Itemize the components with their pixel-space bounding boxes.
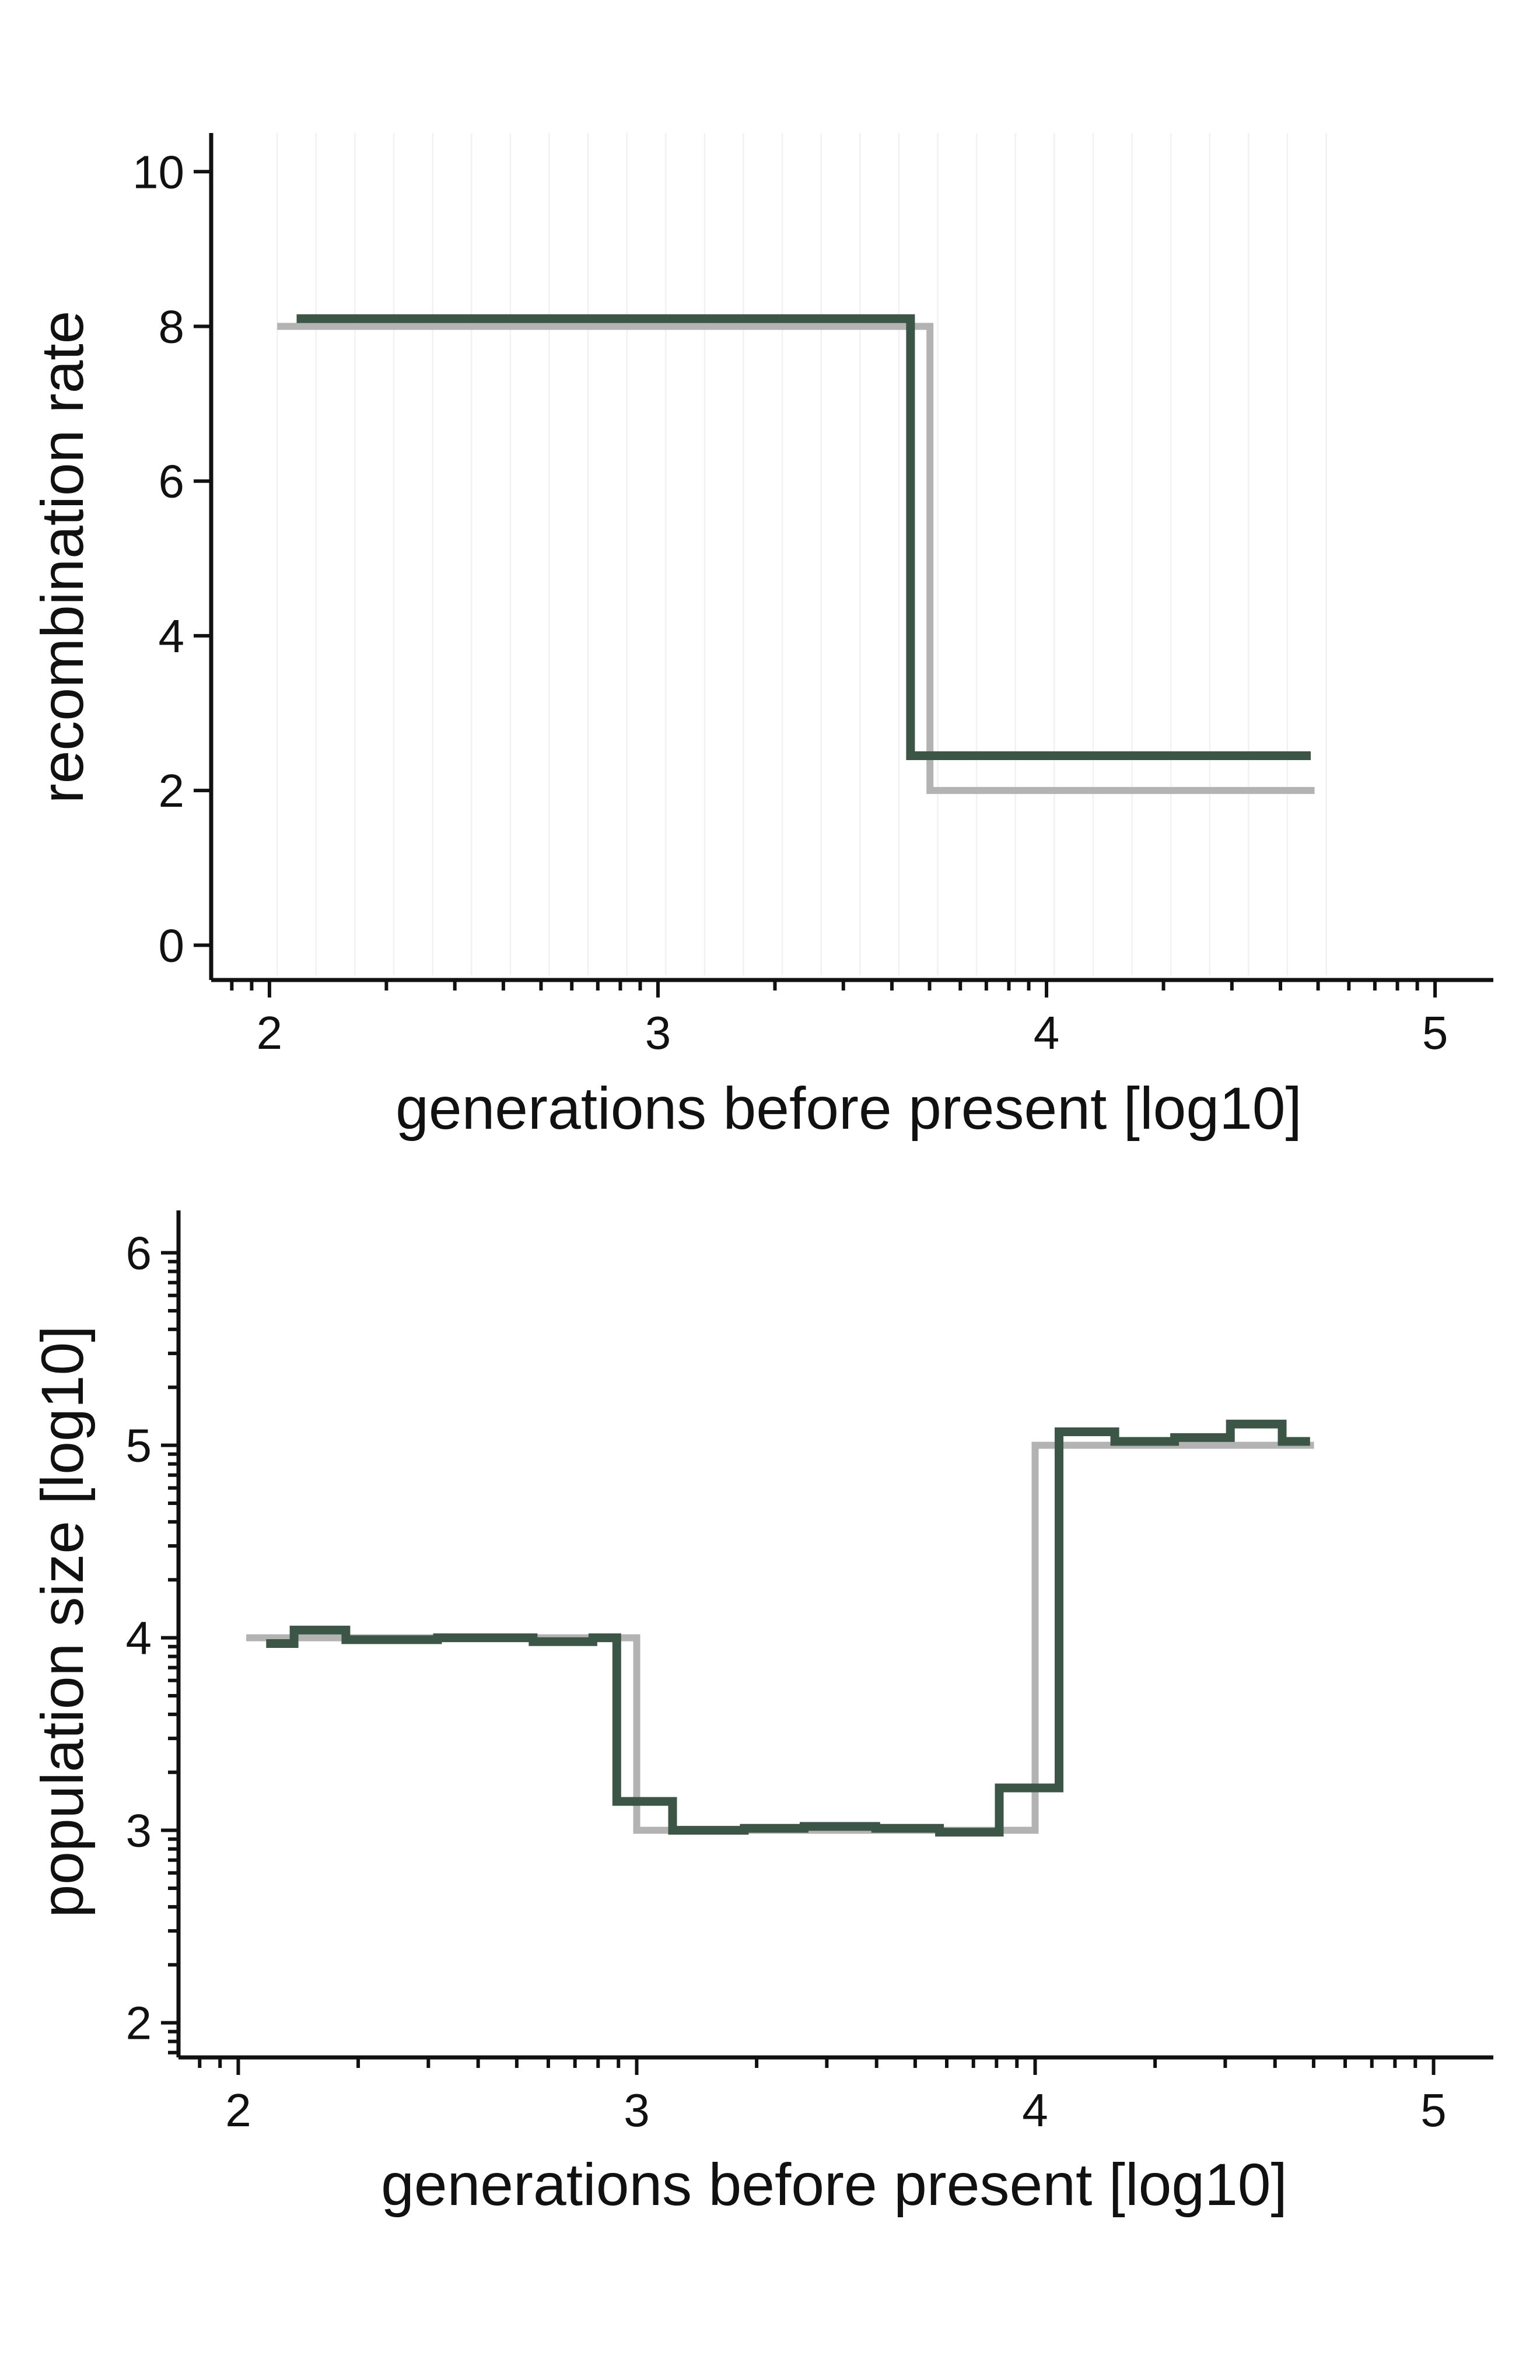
grid-lines bbox=[276, 133, 1327, 975]
population-size-chart: 2 3 4 5 2 3 4 5 6 generations before present [lo… bbox=[29, 1210, 1493, 2218]
x-axis-title: generations before present [log10] bbox=[381, 2151, 1287, 2218]
series-layer bbox=[277, 314, 1315, 794]
axes: 2 3 4 5 0 2 4 6 8 10 bbox=[132, 133, 1493, 1059]
y-tick-label: 2 bbox=[126, 1997, 152, 2049]
y-tick-label: 10 bbox=[132, 146, 184, 198]
y-tick-label: 6 bbox=[126, 1227, 152, 1279]
y-axis-title: population size [log10] bbox=[29, 1325, 96, 1917]
x-tick-label: 2 bbox=[257, 1007, 283, 1059]
y-tick-label: 4 bbox=[159, 610, 185, 662]
y-tick-label: 5 bbox=[126, 1420, 152, 1472]
y-tick-label: 6 bbox=[159, 456, 185, 508]
y-axis-title: recombination rate bbox=[29, 311, 96, 804]
estimate-series-line bbox=[266, 1419, 1310, 1837]
x-tick-label: 2 bbox=[225, 2084, 251, 2136]
x-tick-label: 5 bbox=[1420, 2084, 1447, 2136]
x-tick-label: 3 bbox=[645, 1007, 671, 1059]
y-tick-label: 3 bbox=[126, 1805, 152, 1857]
recombination-rate-chart: 2 3 4 5 0 2 4 6 8 10 generations before present [… bbox=[29, 133, 1493, 1142]
truth-series-line bbox=[277, 323, 1315, 794]
y-tick-label: 2 bbox=[159, 765, 185, 817]
y-tick-label: 0 bbox=[159, 919, 185, 971]
series-layer bbox=[246, 1419, 1314, 1837]
x-tick-label: 4 bbox=[1034, 1007, 1060, 1059]
x-axis-title: generations before present [log10] bbox=[396, 1075, 1302, 1142]
y-tick-label: 8 bbox=[159, 301, 185, 353]
x-tick-label: 4 bbox=[1022, 2084, 1048, 2136]
axes: 2 3 4 5 2 3 4 5 6 bbox=[126, 1210, 1493, 2136]
x-tick-label: 5 bbox=[1422, 1007, 1448, 1059]
estimate-series-line bbox=[296, 314, 1311, 760]
x-tick-label: 3 bbox=[624, 2084, 650, 2136]
y-tick-label: 4 bbox=[126, 1612, 152, 1664]
